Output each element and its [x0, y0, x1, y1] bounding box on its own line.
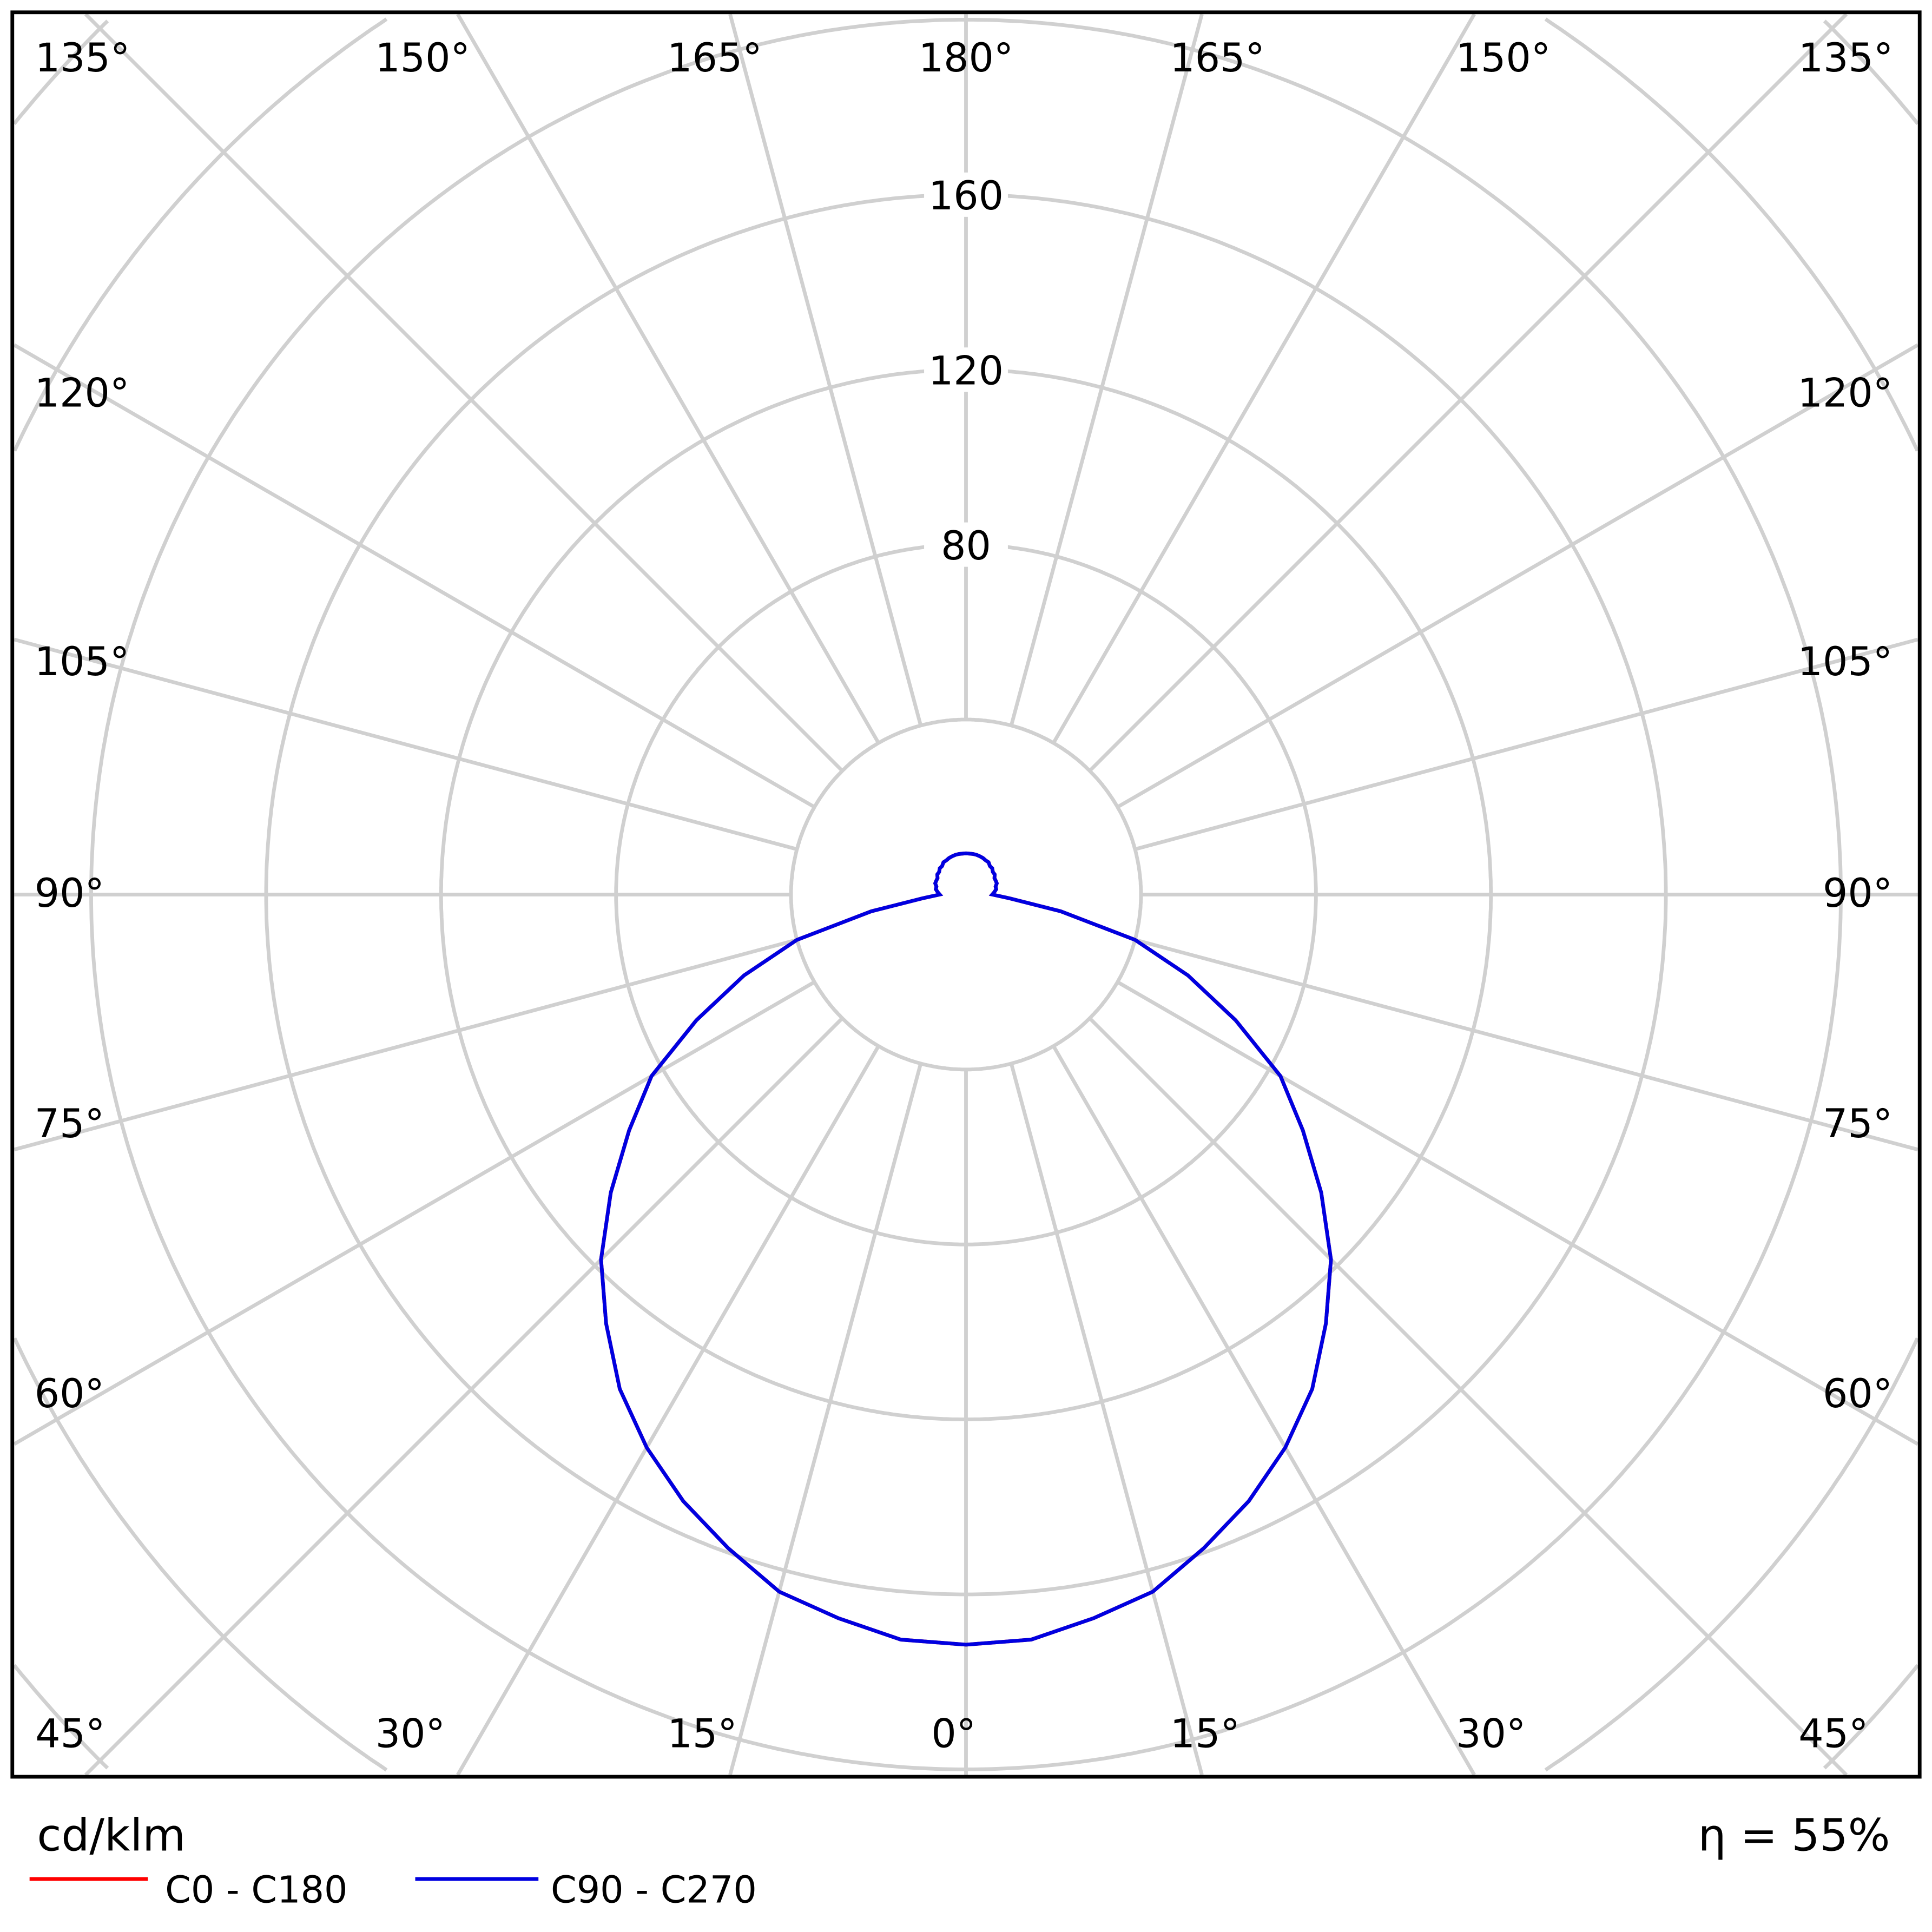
angle-label-right: 60°	[1823, 1371, 1893, 1417]
grid-spoke	[14, 637, 798, 852]
angle-label-left: 120°	[35, 371, 130, 417]
angle-label-top: 135°	[35, 35, 130, 81]
grid-spoke	[13, 980, 816, 1446]
series-curve-1	[599, 851, 1333, 1647]
angle-label-right: 120°	[1798, 371, 1893, 417]
angle-label-top: 180°	[919, 35, 1014, 81]
angle-label-right: 90°	[1823, 871, 1893, 916]
legend-label-c0: C0 - C180	[165, 1869, 347, 1911]
labels: 80 120 160 135° 150° 165° 180° 165° 150° 135° 45° 3…	[35, 35, 1894, 1757]
grid-spoke	[728, 14, 923, 726]
grid-spoke	[84, 12, 844, 773]
grid-spoke	[14, 938, 798, 1152]
angle-label-top: 165°	[667, 35, 762, 81]
grid-spoke	[1088, 1017, 1848, 1777]
grid-spoke	[13, 343, 816, 809]
tick-label-bg	[924, 522, 1008, 567]
angle-label-top: 150°	[375, 35, 470, 81]
angle-label-right: 75°	[1823, 1101, 1893, 1147]
radial-tick-label: 160	[928, 173, 1004, 219]
efficiency-label: η = 55%	[1698, 1810, 1890, 1862]
grid-ring-240	[1544, 1337, 1920, 1772]
grid-spoke	[1052, 13, 1476, 744]
grid-spoke	[84, 1017, 844, 1777]
angle-label-bottom: 15°	[668, 1711, 737, 1757]
polar-grid	[12, 12, 1920, 1777]
radial-tick-label: 80	[941, 523, 991, 569]
angle-label-bottom: 30°	[1456, 1711, 1526, 1757]
angle-label-bottom: 30°	[375, 1711, 445, 1757]
angle-label-left: 75°	[35, 1101, 104, 1147]
unit-label: cd/klm	[37, 1810, 186, 1862]
grid-spoke	[1134, 938, 1918, 1152]
grid-ring-240	[12, 1337, 388, 1772]
grid-ring-280	[1823, 19, 1920, 126]
grid-spoke	[728, 1063, 923, 1776]
grid-spoke	[456, 1045, 880, 1776]
angle-label-right: 105°	[1798, 639, 1893, 685]
grid-spoke	[1052, 1045, 1476, 1776]
grid-ring-280	[12, 19, 109, 126]
angle-label-top: 150°	[1456, 35, 1551, 81]
angle-label-bottom: 45°	[1798, 1711, 1868, 1757]
angle-label-left: 90°	[35, 871, 104, 916]
grid-spoke	[1009, 14, 1204, 726]
radial-tick-label: 120	[928, 348, 1004, 394]
angle-label-bottom: 15°	[1170, 1711, 1240, 1757]
curves	[599, 851, 1333, 1647]
angle-label-top: 135°	[1798, 35, 1894, 81]
grid-ring-280	[1823, 1664, 1920, 1770]
angle-label-top: 165°	[1170, 35, 1265, 81]
grid-spoke	[456, 13, 880, 744]
grid-spoke	[1088, 12, 1848, 773]
grid-ring-280	[12, 1664, 109, 1770]
grid-ring-240	[1544, 17, 1920, 452]
angle-label-bottom: 45°	[35, 1711, 105, 1757]
angle-label-left: 105°	[35, 639, 130, 685]
plot-frame	[10, 10, 1922, 1779]
grid-ring-240	[12, 17, 388, 452]
grid-spoke	[1116, 343, 1919, 809]
tick-label-bg	[924, 172, 1008, 217]
tick-label-bg	[924, 347, 1008, 392]
grid-ring-40	[789, 717, 1143, 1072]
angle-label-left: 60°	[35, 1371, 104, 1417]
angle-label-bottom: 0°	[931, 1711, 976, 1757]
grid-spoke	[1009, 1063, 1204, 1776]
grid-spoke	[1116, 980, 1919, 1446]
grid-spoke	[1134, 637, 1918, 852]
legend-label-c90: C90 - C270	[551, 1869, 757, 1911]
